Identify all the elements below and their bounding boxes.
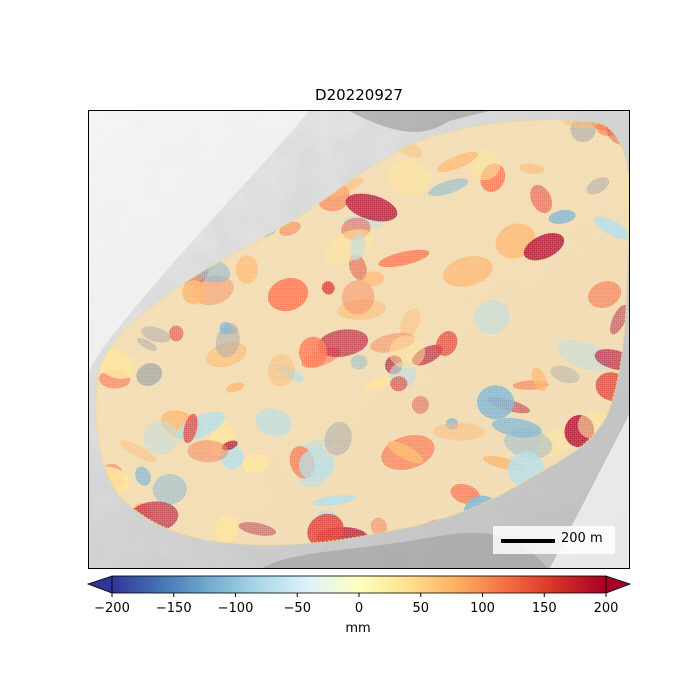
colorbar-tick-label: 200 (593, 601, 619, 616)
hillshade-and-displacement (89, 111, 629, 568)
map-title: D20220927 (315, 86, 403, 104)
colorbar-tick-label: −50 (283, 601, 311, 616)
scale-bar: 200 m (493, 526, 615, 554)
colorbar-tick-label: 150 (531, 601, 557, 616)
colorbar-label: mm (345, 621, 371, 636)
scale-bar-line (501, 539, 555, 543)
colorbar-tick-label: 100 (470, 601, 495, 616)
colorbar-tick-label: 50 (412, 601, 430, 616)
colorbar-tick-label: −150 (155, 601, 192, 616)
colorbar-tick-label: −200 (94, 601, 130, 616)
colorbar-tick-label: −100 (217, 601, 254, 616)
colorbar-ticks (111, 593, 607, 597)
displacement-map: 200 m (88, 110, 630, 569)
colorbar-extend-low (86, 575, 113, 594)
colorbar-tick-label: 0 (354, 601, 364, 616)
colorbar-extend-high (605, 575, 632, 594)
colorbar-body (111, 575, 607, 594)
scale-bar-label: 200 m (561, 531, 603, 546)
